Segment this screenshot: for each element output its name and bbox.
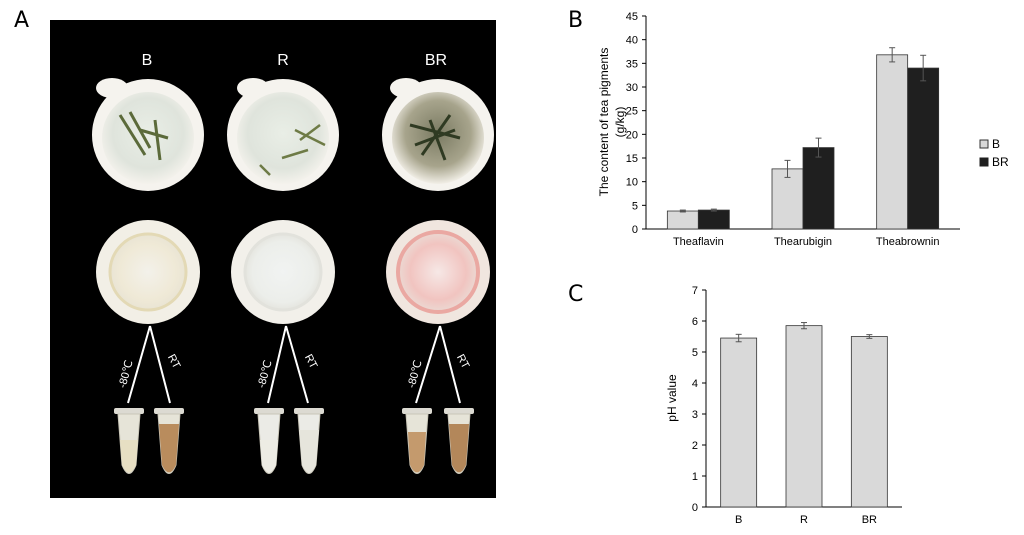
- y-tick-label: 45: [626, 11, 638, 23]
- chart-b-legend: B BR: [979, 137, 1009, 169]
- y-tick-label: 0: [632, 224, 638, 236]
- bar-B-Theabrownin: [876, 54, 909, 230]
- bar-BR-Thearubigin: [802, 147, 835, 230]
- y-tick-label: 40: [626, 35, 638, 47]
- y-tick-label: 35: [626, 58, 638, 70]
- tea-infusion-photograph: B R BR: [50, 20, 496, 498]
- tube-br-cold: [402, 408, 432, 474]
- tube-label-rt-br: RT: [454, 352, 472, 371]
- y-tick-label: 4: [692, 378, 698, 390]
- y-tick-label: 0: [692, 502, 698, 514]
- y-tick-label: 10: [626, 177, 638, 189]
- tube-r-rt: [294, 408, 324, 474]
- y-tick-label: 6: [692, 316, 698, 328]
- legend-swatch-br: [979, 157, 989, 167]
- bar-BR-Theabrownin: [907, 67, 940, 230]
- dish-b: [96, 220, 200, 324]
- x-tick-label: Thearubigin: [774, 236, 832, 248]
- bar-BR-Theaflavin: [697, 209, 730, 230]
- y-tick-label: 3: [692, 409, 698, 421]
- legend-label-br: BR: [992, 155, 1009, 169]
- y-tick-label: 1: [692, 471, 698, 483]
- tube-r-cold: [254, 408, 284, 474]
- dish-r: [231, 220, 335, 324]
- y-tick-label: 15: [626, 153, 638, 165]
- tube-br-rt: [444, 408, 474, 474]
- bar-value-B: [720, 337, 758, 508]
- y-tick-label: 7: [692, 285, 698, 297]
- tea-pigments-bar-chart: The content of tea pigments (g/kg) 0 5 10 1…: [597, 11, 1009, 248]
- x-tick-label: BR: [862, 514, 877, 526]
- photo-column-label-br: BR: [425, 52, 447, 69]
- x-tick-label: Theabrownin: [876, 236, 940, 248]
- legend-swatch-b: [979, 139, 989, 149]
- tube-label-rt-b: RT: [165, 352, 183, 371]
- connector-lines: [127, 325, 461, 404]
- mortar-r: [227, 78, 339, 191]
- y-tick-label: 20: [626, 129, 638, 141]
- bar-value-R: [785, 325, 823, 508]
- y-tick-label: 2: [692, 440, 698, 452]
- panel-a-letter: A: [14, 8, 30, 33]
- dish-br: [386, 220, 490, 324]
- y-tick-label: 5: [692, 347, 698, 359]
- y-tick-label: 25: [626, 106, 638, 118]
- tube-b-rt: [154, 408, 184, 474]
- x-tick-label: B: [735, 514, 742, 526]
- tube-b-cold: [114, 408, 144, 474]
- panel-b-letter: B: [568, 8, 584, 33]
- mortar-b: [92, 78, 204, 191]
- chart-b-ylabel-line1: The content of tea pigments: [597, 48, 611, 197]
- chart-b-ylabel-line2: (g/kg): [613, 107, 627, 138]
- x-tick-label: R: [800, 514, 808, 526]
- chart-c-ylabel: pH value: [665, 374, 679, 422]
- photo-column-label-r: R: [277, 52, 289, 69]
- y-tick-label: 5: [632, 200, 638, 212]
- mortar-br: [382, 78, 494, 191]
- photo-column-label-b: B: [142, 52, 153, 69]
- photograph-drawing: B R BR: [92, 52, 494, 474]
- x-tick-label: Theaflavin: [673, 236, 724, 248]
- bar-B-Theaflavin: [666, 210, 699, 230]
- bar-value-BR: [850, 336, 888, 508]
- tube-label-rt-r: RT: [302, 352, 320, 371]
- chart-b-plot-area: 0 5 10 15 20 25 30 35 40 45 Theaflavin Thearubigin T…: [626, 11, 960, 248]
- legend-label-b: B: [992, 137, 1000, 151]
- panel-c-letter: C: [568, 282, 584, 307]
- y-tick-label: 30: [626, 82, 638, 94]
